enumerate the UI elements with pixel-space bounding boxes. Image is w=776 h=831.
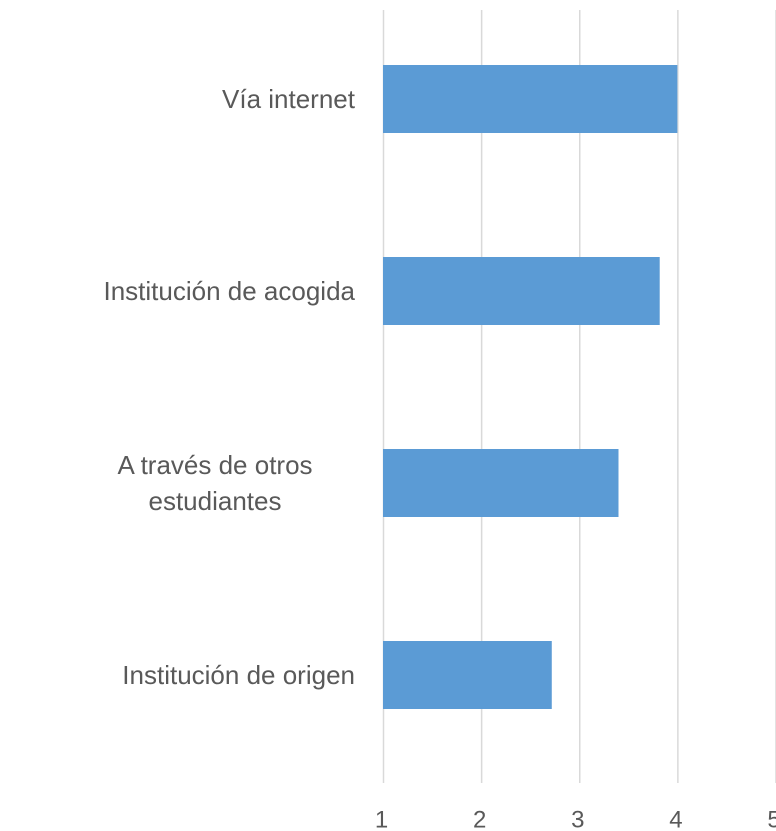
category-label-box: A través de otros estudiantes bbox=[0, 433, 355, 533]
category-label-box: Institución de acogida bbox=[0, 241, 355, 341]
y-tick-label: Vía internet bbox=[222, 84, 355, 114]
x-tick-label: 2 bbox=[473, 806, 486, 831]
y-tick-label: Institución de origen bbox=[122, 660, 355, 690]
bar bbox=[383, 641, 552, 709]
x-tick-label: 1 bbox=[375, 806, 388, 831]
category-label-box: Vía internet bbox=[0, 49, 355, 149]
bar bbox=[383, 65, 678, 133]
category-label-box: Institución de origen bbox=[0, 625, 355, 725]
bar bbox=[383, 257, 660, 325]
y-tick-label: A través de otros estudiantes bbox=[117, 450, 313, 516]
x-tick-label: 5 bbox=[767, 806, 776, 831]
x-tick-label: 3 bbox=[571, 806, 584, 831]
x-tick-label: 4 bbox=[669, 806, 682, 831]
y-tick-label: Institución de acogida bbox=[103, 276, 355, 306]
bar bbox=[383, 449, 619, 517]
